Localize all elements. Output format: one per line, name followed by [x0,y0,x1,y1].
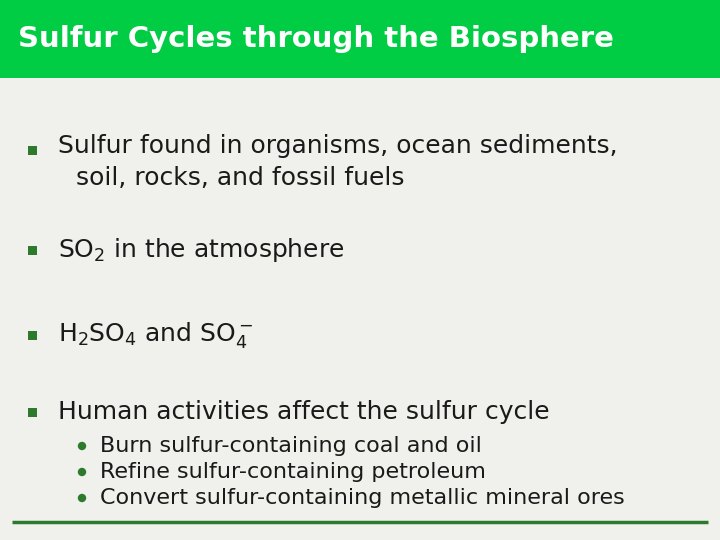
Text: soil, rocks, and fossil fuels: soil, rocks, and fossil fuels [76,166,405,190]
Text: Convert sulfur-containing metallic mineral ores: Convert sulfur-containing metallic miner… [100,488,625,508]
Bar [0,0,720,78]
Text: Burn sulfur-containing coal and oil: Burn sulfur-containing coal and oil [100,436,482,456]
Text: Sulfur found in organisms, ocean sediments,: Sulfur found in organisms, ocean sedimen… [58,134,618,158]
Bar [28,330,37,340]
Text: $\mathregular{H_2SO_4}$ and $\mathregular{SO_4^-}$: $\mathregular{H_2SO_4}$ and $\mathregula… [58,320,253,350]
Circle shape [78,495,86,502]
Bar [28,145,37,154]
Bar [28,246,37,254]
Circle shape [78,442,86,449]
Text: Refine sulfur-containing petroleum: Refine sulfur-containing petroleum [100,462,486,482]
Bar [28,408,37,416]
Text: Human activities affect the sulfur cycle: Human activities affect the sulfur cycle [58,400,549,424]
Circle shape [78,469,86,476]
Text: $\mathregular{SO_2}$ in the atmosphere: $\mathregular{SO_2}$ in the atmosphere [58,236,344,264]
Text: Sulfur Cycles through the Biosphere: Sulfur Cycles through the Biosphere [18,25,614,53]
